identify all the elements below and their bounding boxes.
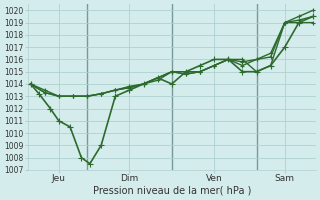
X-axis label: Pression niveau de la mer( hPa ): Pression niveau de la mer( hPa ) xyxy=(92,186,251,196)
